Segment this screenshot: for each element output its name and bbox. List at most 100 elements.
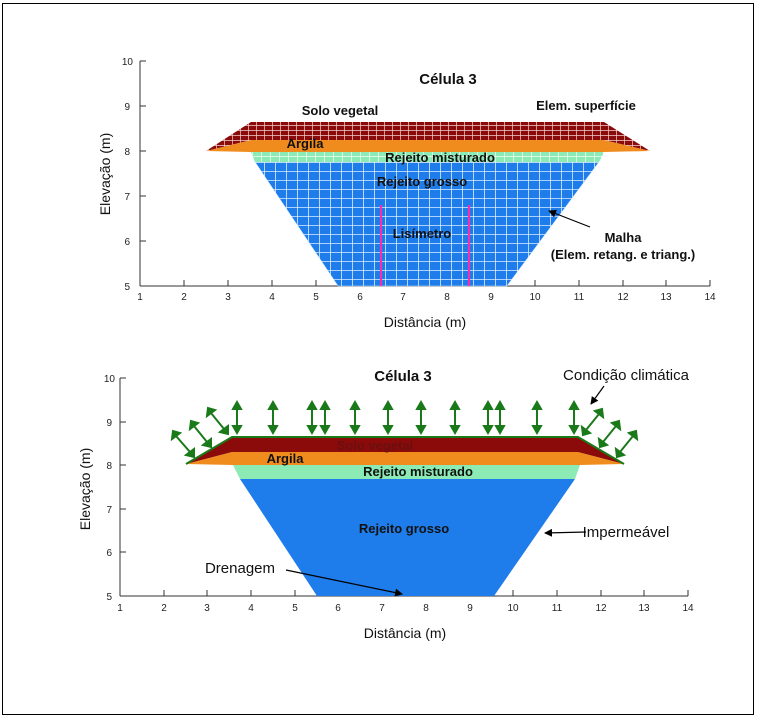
x-tick-label: 14 xyxy=(704,292,716,303)
diagram-title: Célula 3 xyxy=(419,71,477,88)
x-tick-label: 13 xyxy=(638,603,650,614)
x-tick-label: 13 xyxy=(660,292,672,303)
y-tick-label: 8 xyxy=(106,461,112,472)
x-tick-label: 7 xyxy=(379,603,385,614)
diagram-title: Célula 3 xyxy=(374,368,432,385)
x-tick-label: 10 xyxy=(529,292,541,303)
climate-arrow-icon xyxy=(231,399,243,436)
climate-boundary xyxy=(185,436,625,465)
rejeito-misturado-layer xyxy=(251,152,604,162)
x-tick-label: 11 xyxy=(574,292,585,303)
argila-layer xyxy=(206,140,650,152)
label-solo-vegetal: Solo vegetal xyxy=(337,438,414,453)
label-malha-detail: (Elem. retang. e triang.) xyxy=(551,247,695,262)
condicao-arrow xyxy=(590,385,605,405)
impermeavel-arrow xyxy=(544,528,587,537)
y-ticks: 5 6 7 8 9 10 xyxy=(104,374,126,603)
diagram-1: 5 6 7 8 9 10 1 2 3 4 5 xyxy=(97,57,716,330)
y-tick-label: 9 xyxy=(106,418,112,429)
x-axis-label: Distância (m) xyxy=(364,625,446,641)
label-drenagem: Drenagem xyxy=(205,560,275,577)
climate-arrow-icon xyxy=(349,399,361,436)
drenagem-arrow xyxy=(285,569,403,597)
x-tick-label: 4 xyxy=(269,292,275,303)
label-argila: Argila xyxy=(287,136,325,151)
climate-arrow-icon xyxy=(306,399,318,436)
x-tick-label: 14 xyxy=(682,603,694,614)
y-tick-label: 5 xyxy=(124,282,130,293)
x-tick-label: 10 xyxy=(507,603,519,614)
y-ticks: 5 6 7 8 9 10 xyxy=(122,57,146,293)
x-tick-label: 3 xyxy=(204,603,210,614)
rejeito-misturado-layer xyxy=(233,465,580,479)
climate-arrow-icon xyxy=(449,399,461,436)
malha-arrow xyxy=(548,209,591,228)
label-rejeito-misturado: Rejeito misturado xyxy=(363,464,473,479)
climate-arrow-icon xyxy=(415,399,427,436)
climate-arrow-icon xyxy=(494,399,506,436)
y-tick-label: 6 xyxy=(106,548,112,559)
solo-vegetal-layer xyxy=(206,122,650,151)
y-tick-label: 6 xyxy=(124,237,130,248)
x-tick-label: 6 xyxy=(335,603,341,614)
x-tick-label: 3 xyxy=(225,292,231,303)
x-tick-label: 11 xyxy=(552,603,563,614)
label-rejeito-grosso: Rejeito grosso xyxy=(359,521,449,536)
x-tick-label: 5 xyxy=(313,292,319,303)
label-solo-vegetal: Solo vegetal xyxy=(302,103,379,118)
label-argila: Argila xyxy=(267,451,305,466)
x-tick-label: 2 xyxy=(181,292,187,303)
climate-arrow-icon xyxy=(205,406,229,436)
y-tick-label: 10 xyxy=(104,374,116,385)
y-tick-label: 8 xyxy=(124,147,130,158)
label-rejeito-grosso: Rejeito grosso xyxy=(377,174,467,189)
climate-arrows xyxy=(170,399,639,459)
y-tick-label: 5 xyxy=(106,592,112,603)
label-lisimetro: Lisímetro xyxy=(393,226,452,241)
x-tick-label: 8 xyxy=(423,603,429,614)
x-ticks: 1 2 3 4 5 6 7 8 9 10 11 12 13 14 xyxy=(137,280,716,303)
x-tick-label: 7 xyxy=(400,292,406,303)
solo-vegetal-layer xyxy=(186,437,624,464)
x-tick-label: 8 xyxy=(444,292,450,303)
climate-arrow-icon xyxy=(580,407,605,437)
climate-arrow-icon xyxy=(614,429,639,459)
y-axis-label: Elevação (m) xyxy=(97,133,113,215)
x-tick-label: 6 xyxy=(357,292,363,303)
x-tick-label: 4 xyxy=(248,603,254,614)
label-impermeavel: Impermeável xyxy=(583,524,670,541)
rejeito-grosso-layer xyxy=(240,479,575,596)
label-malha: Malha xyxy=(605,230,643,245)
diagram-2: 5 6 7 8 9 10 1 2 3 4 5 6 xyxy=(77,367,694,641)
y-tick-label: 9 xyxy=(124,102,130,113)
label-rejeito-misturado: Rejeito misturado xyxy=(385,150,495,165)
climate-arrow-icon xyxy=(382,399,394,436)
x-tick-label: 1 xyxy=(137,292,143,303)
y-axis-label: Elevação (m) xyxy=(77,448,93,530)
x-tick-label: 1 xyxy=(117,603,123,614)
x-tick-label: 9 xyxy=(488,292,494,303)
climate-arrow-icon xyxy=(319,399,331,436)
climate-arrow-icon xyxy=(597,419,622,449)
y-tick-label: 7 xyxy=(124,192,130,203)
label-elem-superficie: Elem. superfície xyxy=(536,98,636,113)
climate-arrow-icon xyxy=(482,399,494,436)
climate-arrow-icon xyxy=(170,429,195,459)
climate-arrow-icon xyxy=(531,399,543,436)
climate-arrow-icon xyxy=(568,399,580,436)
x-tick-label: 9 xyxy=(467,603,473,614)
y-tick-label: 7 xyxy=(106,505,112,516)
x-axis-label: Distância (m) xyxy=(384,314,466,330)
climate-arrow-icon xyxy=(267,399,279,436)
x-tick-label: 2 xyxy=(161,603,167,614)
x-tick-label: 12 xyxy=(595,603,607,614)
argila-layer xyxy=(186,452,624,465)
x-tick-label: 5 xyxy=(292,603,298,614)
figure-frame xyxy=(2,3,754,715)
x-tick-label: 12 xyxy=(617,292,629,303)
y-tick-label: 10 xyxy=(122,57,134,68)
x-ticks: 1 2 3 4 5 6 7 8 9 10 11 12 13 14 xyxy=(117,590,694,614)
label-condicao-climatica: Condição climática xyxy=(563,367,690,384)
climate-arrow-icon xyxy=(188,419,212,449)
